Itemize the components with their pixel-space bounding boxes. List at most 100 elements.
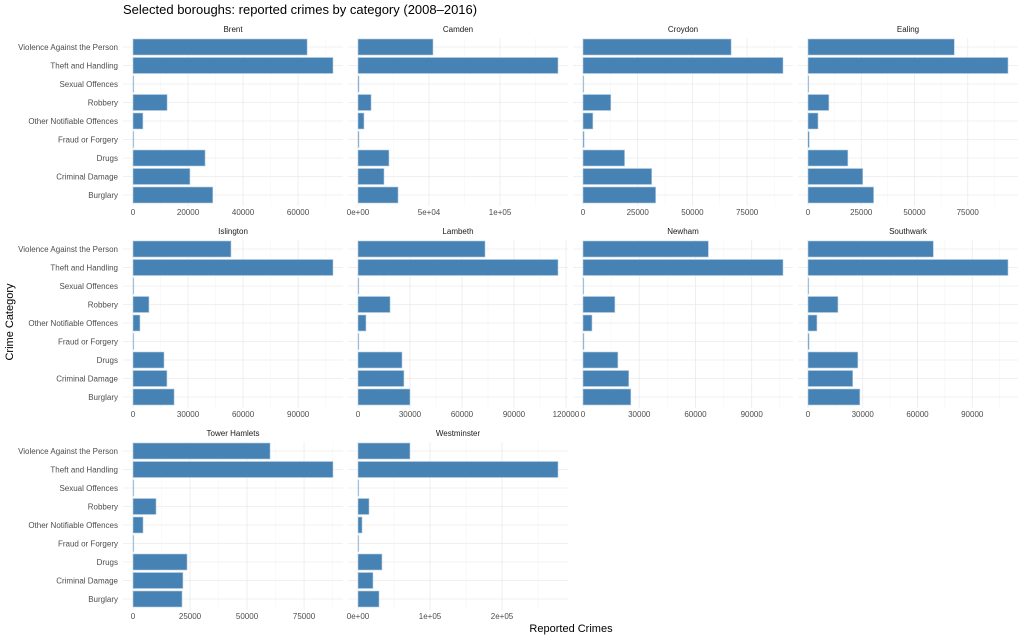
bar-other-notifiable-offences <box>807 314 818 332</box>
bar-robbery <box>357 498 370 515</box>
bar-drugs <box>357 351 403 369</box>
y-tick-label: Fraud or Forgery <box>58 136 118 145</box>
bar-sexual-offences <box>132 479 135 497</box>
x-tick-label: 60000 <box>232 410 255 419</box>
bar-theft-and-handling <box>357 461 559 478</box>
y-tick-label: Other Notifiable Offences <box>28 117 118 126</box>
bar-burglary <box>582 388 632 406</box>
x-tick-label: 90000 <box>287 410 310 419</box>
bar-fraud-or-forgery <box>132 131 135 148</box>
x-tick-label: 30000 <box>399 410 422 419</box>
bar-robbery <box>357 296 391 313</box>
facet-panel: Camden 0e+00 5e+04 1e+05 <box>347 25 568 217</box>
bar-other-notifiable-offences <box>357 112 365 130</box>
bar-sexual-offences <box>132 75 135 93</box>
y-tick-label: Criminal Damage <box>56 375 118 384</box>
bar-robbery <box>807 296 839 313</box>
facet-strip-label: Islington <box>218 227 248 236</box>
x-tick-label: 1e+05 <box>489 208 512 217</box>
bar-other-notifiable-offences <box>582 112 594 130</box>
x-tick-label: 50000 <box>236 612 259 621</box>
facet-panel: Islington 0 30000 60000 90000 Violence Agains… <box>18 227 343 419</box>
bar-criminal-damage <box>132 370 168 387</box>
bar-sexual-offences <box>357 75 360 93</box>
y-tick-label: Sexual Offences <box>59 80 118 89</box>
x-tick-label: 50000 <box>903 208 926 217</box>
y-tick-label: Robbery <box>88 301 118 310</box>
chart-title: Selected boroughs: reported crimes by ca… <box>123 2 478 17</box>
facet-panel: Southwark 0 30000 60000 90000 <box>798 227 1018 419</box>
y-tick-label: Drugs <box>97 558 118 567</box>
bar-violence-against-the-person <box>132 38 308 56</box>
y-tick-label: Drugs <box>97 356 118 365</box>
x-tick-label: 0 <box>131 208 136 217</box>
x-tick-label: 30000 <box>852 410 875 419</box>
y-tick-label: Sexual Offences <box>59 282 118 291</box>
facet-panel: Ealing 0 25000 50000 75000 <box>798 25 1018 217</box>
x-tick-label: 0 <box>131 410 136 419</box>
bar-criminal-damage <box>357 370 405 387</box>
bar-criminal-damage <box>807 370 854 387</box>
y-tick-label: Criminal Damage <box>56 577 118 586</box>
bar-other-notifiable-offences <box>357 516 363 534</box>
bar-robbery <box>582 94 612 111</box>
bar-robbery <box>357 94 372 111</box>
bar-sexual-offences <box>582 277 585 295</box>
bar-theft-and-handling <box>582 259 784 276</box>
facet-strip-label: Westminster <box>436 429 481 438</box>
bar-violence-against-the-person <box>582 240 709 258</box>
bar-criminal-damage <box>357 572 374 589</box>
facet-panel: Westminster 0e+00 1e+05 2e+05 <box>347 429 568 621</box>
y-tick-label: Violence Against the Person <box>18 43 118 52</box>
bar-violence-against-the-person <box>807 38 955 56</box>
bar-burglary <box>582 186 656 204</box>
x-tick-label: 0 <box>131 612 136 621</box>
x-tick-label: 0 <box>581 208 586 217</box>
bar-sexual-offences <box>807 75 810 93</box>
x-tick-label: 60000 <box>287 208 310 217</box>
x-tick-label: 25000 <box>850 208 873 217</box>
y-tick-label: Robbery <box>88 503 118 512</box>
bar-robbery <box>582 296 616 313</box>
bar-drugs <box>132 553 188 571</box>
x-tick-label: 120000 <box>553 410 580 419</box>
x-tick-label: 1e+05 <box>419 612 442 621</box>
x-tick-label: 0 <box>806 208 811 217</box>
bar-drugs <box>582 149 625 167</box>
bar-drugs <box>807 351 859 369</box>
facet-panel: Lambeth 0 30000 60000 90000 120000 <box>348 227 580 419</box>
bar-other-notifiable-offences <box>807 112 819 130</box>
bar-drugs <box>582 351 619 369</box>
bar-theft-and-handling <box>357 259 559 276</box>
x-tick-label: 25000 <box>627 208 650 217</box>
bar-fraud-or-forgery <box>807 333 810 350</box>
bar-fraud-or-forgery <box>132 333 135 350</box>
x-tick-label: 40000 <box>232 208 255 217</box>
y-tick-label: Theft and Handling <box>50 264 118 273</box>
bar-burglary <box>357 186 399 204</box>
x-tick-label: 90000 <box>741 410 764 419</box>
y-tick-label: Burglary <box>88 595 118 604</box>
bar-sexual-offences <box>357 277 360 295</box>
x-tick-label: 0 <box>581 410 586 419</box>
bar-violence-against-the-person <box>132 442 271 460</box>
bar-burglary <box>807 388 861 406</box>
x-tick-label: 0 <box>806 410 811 419</box>
bar-drugs <box>807 149 849 167</box>
bar-drugs <box>132 351 165 369</box>
bar-drugs <box>357 553 383 571</box>
facet-panel: Newham 0 30000 60000 90000 <box>573 227 793 419</box>
bar-criminal-damage <box>132 168 191 185</box>
bar-robbery <box>132 94 168 111</box>
bar-burglary <box>132 186 214 204</box>
facet-strip-label: Newham <box>667 227 699 236</box>
bar-robbery <box>132 296 150 313</box>
bar-criminal-damage <box>357 168 385 185</box>
x-tick-label: 60000 <box>684 410 707 419</box>
y-tick-label: Violence Against the Person <box>18 245 118 254</box>
facet-panel: Brent 0 20000 40000 60000 Violence Against th… <box>18 25 343 217</box>
bar-violence-against-the-person <box>357 442 411 460</box>
bar-criminal-damage <box>807 168 864 185</box>
bar-theft-and-handling <box>132 57 334 74</box>
